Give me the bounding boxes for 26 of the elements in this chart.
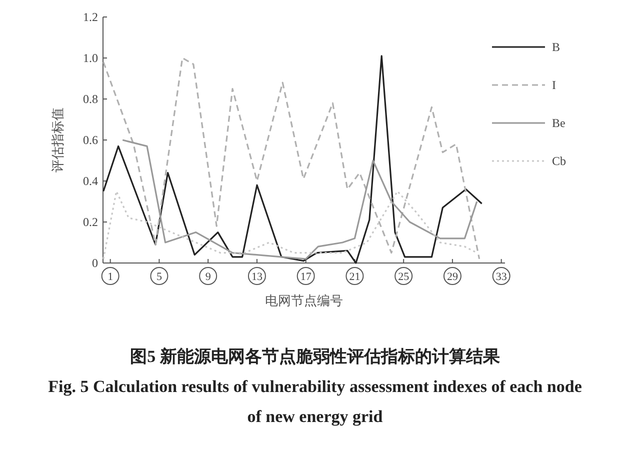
x-tick-label: 25 <box>398 271 410 283</box>
y-tick-label: 0.6 <box>83 133 98 147</box>
y-tick-label: 0.2 <box>83 215 98 229</box>
legend-label: Cb <box>552 154 566 168</box>
text: Fig. 5 Calculation results of vulnerability assessment indexes of each node of new energy grid <box>47 376 583 428</box>
line-series <box>102 190 478 260</box>
y-axis-title: 评估指标值 <box>50 108 65 172</box>
x-tick-label: 1 <box>108 271 114 283</box>
y-tick-label: 1.2 <box>83 10 98 24</box>
line-series <box>122 139 478 260</box>
text: 图5 新能源电网各节点脆弱性评估指标的计算结果 <box>130 347 501 366</box>
x-tick-label: 9 <box>205 271 212 283</box>
x-tick-label: 13 <box>251 271 263 283</box>
y-tick-label: 1.0 <box>83 51 98 65</box>
x-tick-label: 33 <box>496 271 508 283</box>
y-tick-label: 0 <box>92 256 98 270</box>
legend-label: B <box>552 40 560 54</box>
y-tick-label: 0.4 <box>83 174 98 188</box>
x-tick-label: 17 <box>300 271 312 283</box>
y-tick-label: 0.8 <box>83 92 98 106</box>
x-tick-label: 5 <box>156 271 162 283</box>
legend-label: Be <box>552 116 566 130</box>
x-tick-label: 21 <box>349 271 360 283</box>
x-tick-label: 29 <box>446 271 458 283</box>
x-axis-title: 电网节点编号 <box>265 293 343 308</box>
legend-label: I <box>552 78 556 92</box>
